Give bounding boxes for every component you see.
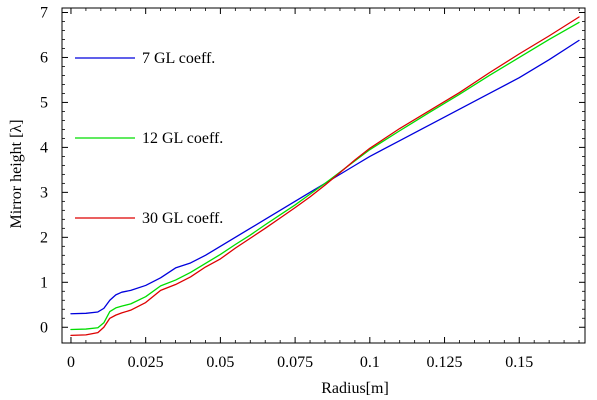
x-tick-label: 0 bbox=[67, 354, 75, 371]
x-tick-label: 0.05 bbox=[206, 354, 234, 371]
y-tick-label: 4 bbox=[40, 139, 48, 156]
y-tick-label: 5 bbox=[40, 94, 48, 111]
y-axis-title: Mirror height [λ] bbox=[8, 119, 25, 228]
plot-frame bbox=[61, 7, 586, 344]
x-tick-label: 0.125 bbox=[427, 354, 463, 371]
series-line-3 bbox=[70, 16, 580, 337]
y-tick-label: 7 bbox=[40, 4, 48, 21]
y-tick-label: 3 bbox=[40, 184, 48, 201]
ticks-group: 0 0.025 0.05 0.075 0.1 0.125 0.15 0 1 2 3 4 5 6 7 bbox=[40, 4, 585, 371]
legend-label-3: 30 GL coeff. bbox=[142, 210, 223, 227]
y-tick-label: 2 bbox=[40, 229, 48, 246]
y-tick-label: 1 bbox=[40, 274, 48, 291]
y-tick-label: 6 bbox=[40, 49, 48, 66]
x-tick-label: 0.1 bbox=[360, 354, 380, 371]
y-tick-label: 0 bbox=[40, 319, 48, 336]
legend-label-1: 7 GL coeff. bbox=[142, 50, 215, 67]
legend: 7 GL coeff. 12 GL coeff. 30 GL coeff. bbox=[75, 50, 223, 227]
series-line-2 bbox=[70, 21, 580, 331]
x-tick-label: 0.075 bbox=[277, 354, 313, 371]
series-group bbox=[70, 16, 580, 337]
series-line-1 bbox=[70, 39, 580, 315]
x-tick-label: 0.025 bbox=[128, 354, 164, 371]
plot-frame-group bbox=[61, 7, 586, 344]
x-axis-title: Radius[m] bbox=[321, 380, 389, 397]
legend-label-2: 12 GL coeff. bbox=[142, 130, 223, 147]
x-tick-label: 0.15 bbox=[505, 354, 533, 371]
